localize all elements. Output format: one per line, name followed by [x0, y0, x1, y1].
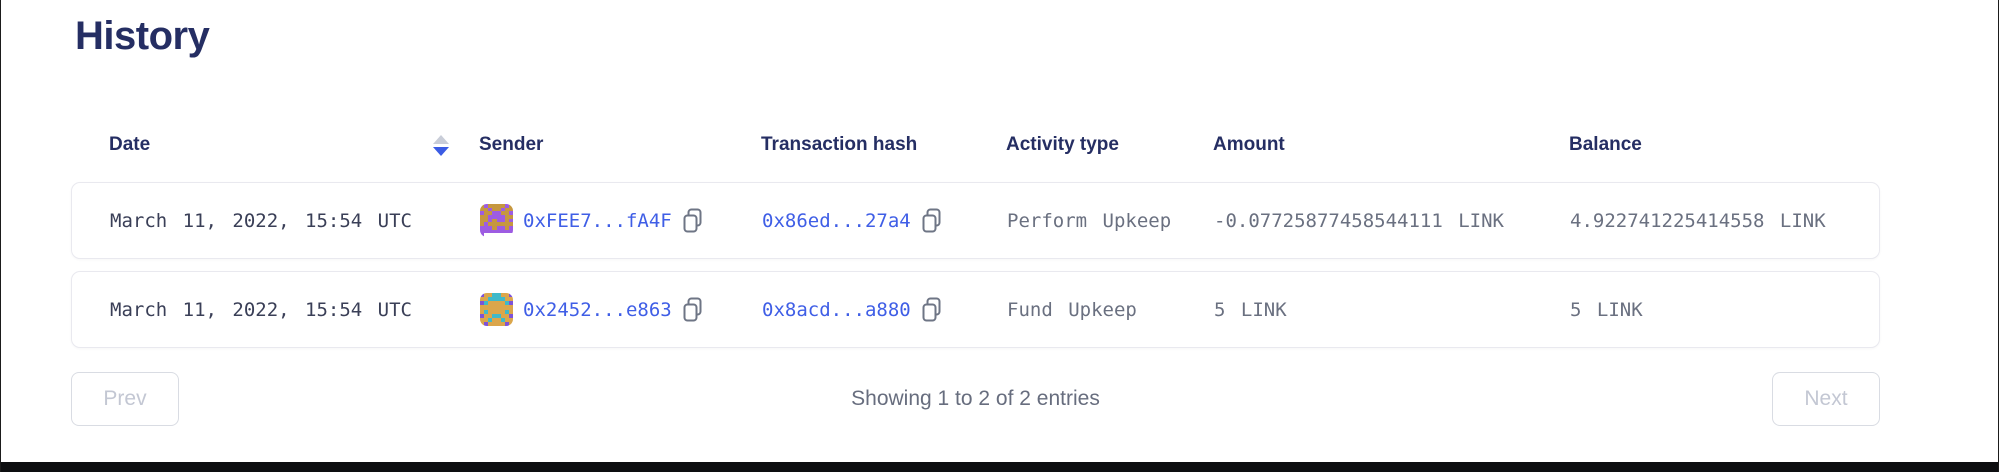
transaction-hash-link[interactable]: 0x8acd...a880 — [762, 298, 911, 321]
sender-cell: 0xFEE7...fA4F — [480, 204, 762, 237]
copy-sender-address-button[interactable] — [682, 297, 703, 323]
next-page-button[interactable]: Next — [1771, 372, 1880, 426]
copy-icon — [922, 208, 941, 232]
copy-sender-address-button[interactable] — [682, 208, 703, 234]
copy-icon — [922, 297, 941, 321]
table-header-row: Date Sender Transaction hash Activity ty… — [71, 134, 1880, 156]
transaction-hash-cell: 0x86ed...27a4 — [762, 208, 1007, 234]
transaction-hash-cell: 0x8acd...a880 — [762, 297, 1007, 323]
column-header-amount: Amount — [1213, 134, 1285, 155]
column-header-date-label: Date — [109, 134, 151, 155]
column-header-transaction-hash: Transaction hash — [761, 134, 918, 155]
page-title: History — [75, 14, 210, 58]
sort-desc-icon — [433, 146, 449, 156]
sender-avatar — [480, 204, 513, 237]
sender-address-link[interactable]: 0x2452...e863 — [523, 298, 672, 321]
pagination-status: Showing 1 to 2 of 2 entries — [851, 387, 1100, 410]
transaction-hash-link[interactable]: 0x86ed...27a4 — [762, 209, 911, 232]
activity-type-cell: Perform Upkeep — [1007, 209, 1172, 232]
copy-icon — [683, 297, 702, 321]
sort-toggle-icon[interactable] — [433, 134, 449, 156]
balance-cell: 5 LINK — [1570, 298, 1643, 321]
amount-cell: 5 LINK — [1214, 298, 1287, 321]
sort-asc-icon — [433, 134, 449, 144]
pagination-bar: Prev Showing 1 to 2 of 2 entries Next — [71, 372, 1880, 426]
sender-address-link[interactable]: 0xFEE7...fA4F — [523, 209, 672, 232]
column-header-activity-type: Activity type — [1006, 134, 1119, 155]
table-row: March 11, 2022, 15:54 UTC 0x2452...e863 … — [71, 271, 1880, 348]
copy-transaction-hash-button[interactable] — [921, 297, 942, 323]
sender-cell: 0x2452...e863 — [480, 293, 762, 326]
prev-page-button[interactable]: Prev — [71, 372, 179, 426]
copy-transaction-hash-button[interactable] — [921, 208, 942, 234]
activity-type-cell: Fund Upkeep — [1007, 298, 1137, 321]
footer-top-edge-bar — [1, 462, 1998, 472]
history-table: Date Sender Transaction hash Activity ty… — [71, 134, 1880, 348]
column-header-sender: Sender — [479, 134, 544, 155]
column-header-balance: Balance — [1569, 134, 1642, 155]
date-cell: March 11, 2022, 15:54 UTC — [110, 298, 412, 321]
sender-avatar — [480, 293, 513, 326]
column-header-date[interactable]: Date — [109, 134, 479, 156]
copy-icon — [683, 208, 702, 232]
balance-cell: 4.922741225414558 LINK — [1570, 209, 1826, 232]
amount-cell: -0.07725877458544111 LINK — [1214, 209, 1504, 232]
date-cell: March 11, 2022, 15:54 UTC — [110, 209, 412, 232]
history-section: History Date Sender Transaction hash Act… — [1, 0, 1998, 426]
table-row: March 11, 2022, 15:54 UTC 0xFEE7...fA4F … — [71, 182, 1880, 259]
